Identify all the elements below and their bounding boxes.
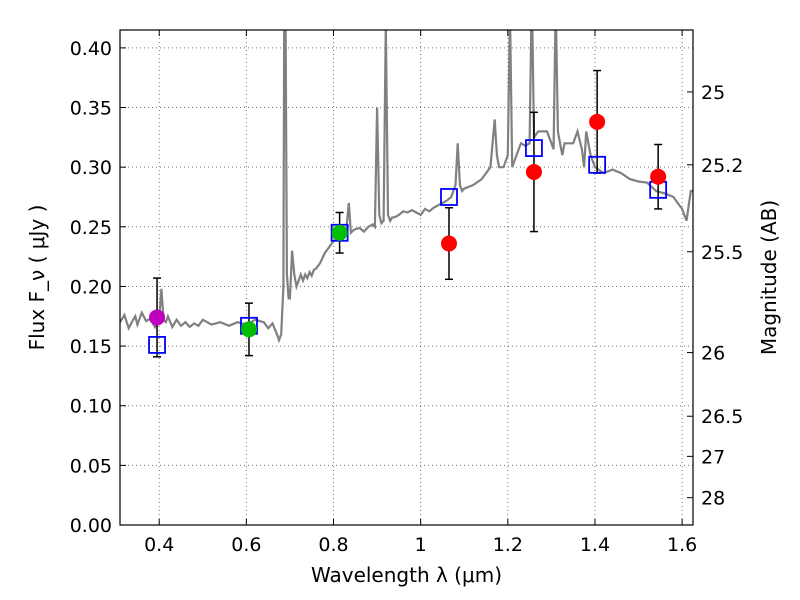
right-axis-label: Magnitude (AB) [757, 200, 781, 355]
observed-point [240, 321, 257, 338]
x-tick-label: 1.4 [580, 534, 610, 556]
right-tick-label: 28 [701, 488, 725, 510]
x-tick-label: 0.4 [144, 534, 174, 556]
plot-frame [119, 29, 694, 526]
observed-point [331, 224, 348, 241]
observed-point [525, 163, 542, 180]
y-axis-label: Flux F_ν ( μJy ) [25, 205, 49, 351]
tick-layer: 0.4 0.6 0.8 1 1.2 1.4 1.6 0.00 0.05 0.10 0.15 0.20 0… [70, 30, 743, 556]
model-spectrum-line [120, 30, 693, 344]
right-tick-label: 26.5 [701, 406, 743, 428]
y-tick-label: 0.10 [70, 396, 112, 418]
observed-point [650, 168, 667, 185]
y-tick-label: 0.25 [70, 217, 112, 239]
y-tick-label: 0.35 [70, 98, 112, 120]
y-tick-label: 0.05 [70, 455, 112, 477]
right-tick-label: 26 [701, 343, 725, 365]
right-tick-label: 27 [701, 446, 725, 468]
x-tick-label: 1.2 [493, 534, 523, 556]
y-tick-label: 0.30 [70, 157, 112, 179]
model-points-layer [148, 139, 668, 354]
x-axis-label: Wavelength λ (μm) [311, 563, 502, 587]
observed-point [589, 113, 606, 130]
right-tick-label: 25 [701, 82, 725, 104]
y-tick-label: 0.15 [70, 336, 112, 358]
observed-points-layer [149, 113, 667, 338]
spectrum-layer [120, 30, 693, 344]
x-tick-label: 1.6 [667, 534, 697, 556]
grid-layer [120, 30, 693, 525]
y-tick-label: 0.20 [70, 276, 112, 298]
model-band-point [588, 155, 607, 174]
observed-point [440, 235, 457, 252]
x-tick-label: 0.6 [231, 534, 261, 556]
model-band-point [440, 188, 458, 206]
y-tick-label: 0.00 [70, 515, 112, 537]
model-band-point [525, 139, 543, 157]
right-tick-label: 25.2 [701, 155, 743, 177]
x-tick-label: 1 [415, 534, 427, 556]
y-tick-label: 0.40 [70, 38, 112, 60]
errorbar-layer [153, 69, 663, 358]
model-band-point [148, 335, 166, 354]
right-tick-label: 25.5 [701, 242, 743, 264]
observed-point [149, 309, 166, 326]
x-tick-label: 0.8 [318, 534, 348, 556]
